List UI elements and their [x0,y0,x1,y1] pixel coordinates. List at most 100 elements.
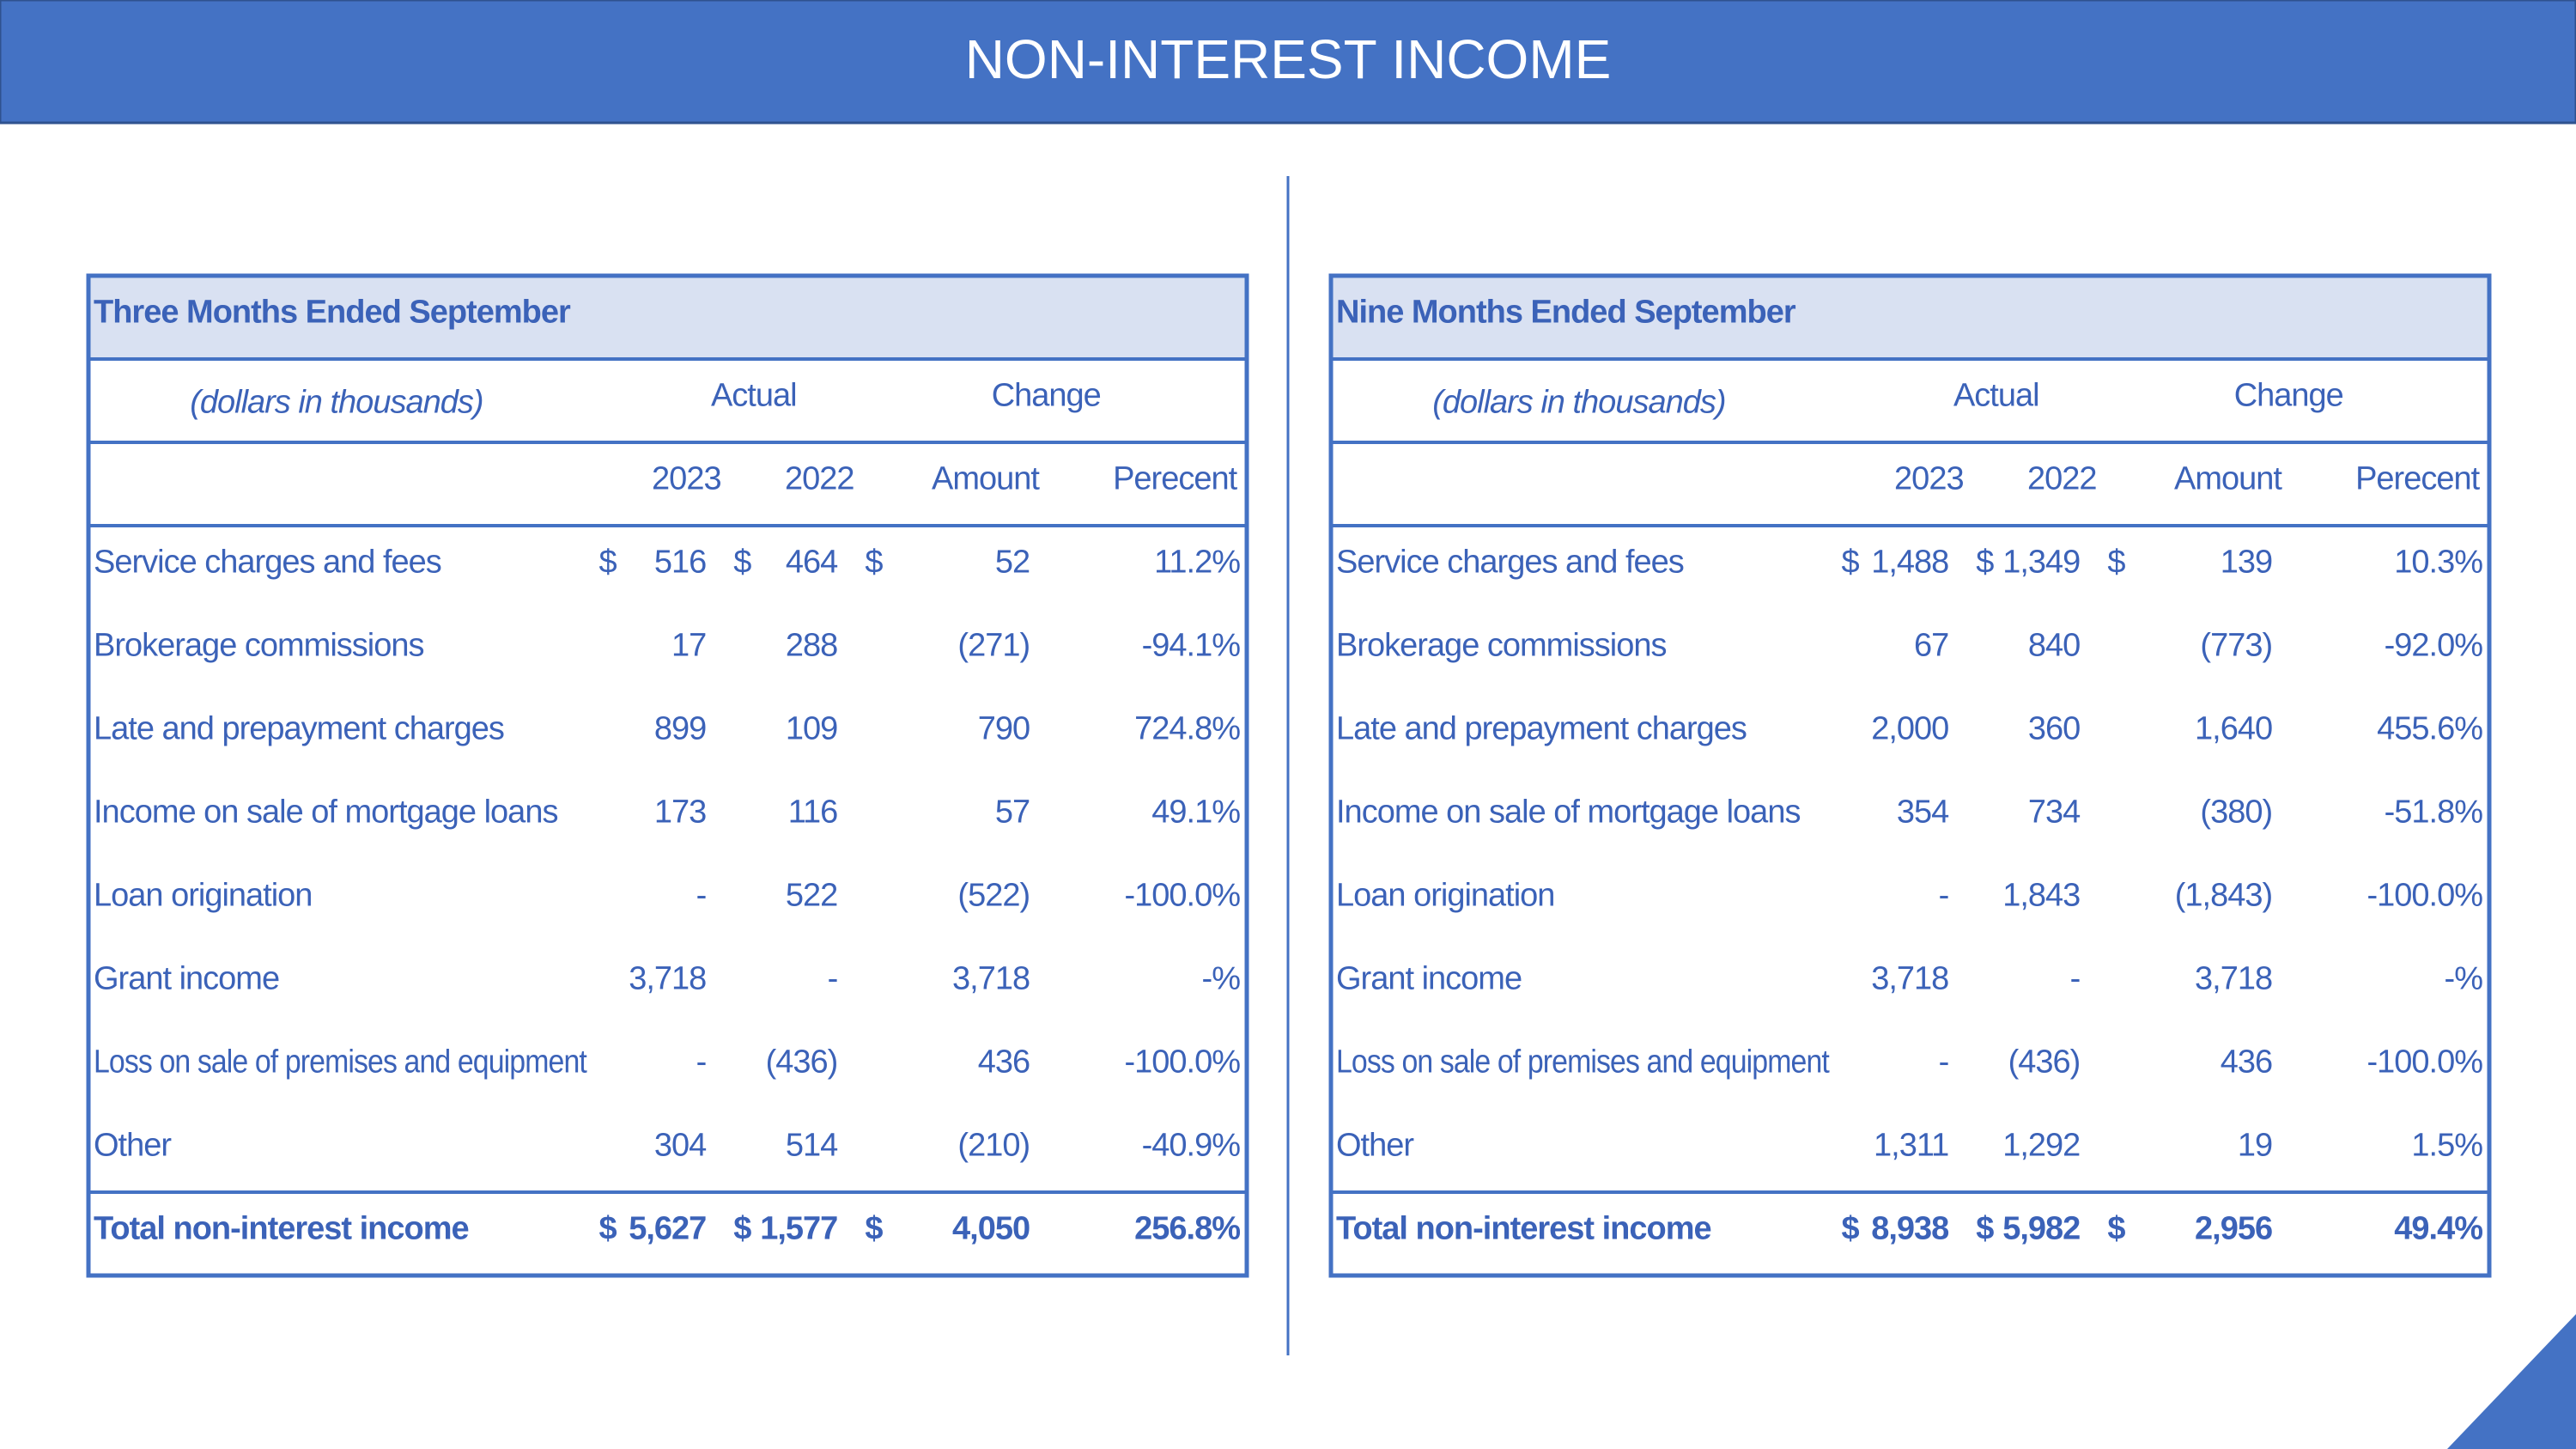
column-header: Amount [932,461,1040,497]
cell-value: (210) [957,1128,1030,1164]
cell-value: 304 [654,1128,707,1164]
row-label: Income on sale of mortgage loans [1336,795,1800,831]
title-bar [0,0,2576,125]
cell-value: 455.6% [2377,711,2482,747]
slide-title: NON-INTEREST INCOME [965,28,1612,90]
currency-sign: $ [2107,1211,2125,1247]
table-heading: Nine Months Ended September [1336,295,1796,331]
cell-value: 17 [671,628,706,664]
row-label: Late and prepayment charges [94,711,504,747]
cell-value: 3,718 [1871,961,1948,997]
cell-value: 1.5% [2411,1128,2482,1164]
cell-value: -100.0% [1124,1044,1240,1081]
cell-value: 516 [654,545,706,581]
cell-value: 3,718 [952,961,1030,997]
cell-value: 2,956 [2195,1211,2272,1247]
cell-value: (522) [957,878,1030,914]
cell-value: 464 [786,545,838,581]
cell-value: - [828,961,838,997]
cell-value: 256.8% [1134,1211,1240,1247]
group-header: Actual [711,378,797,414]
corner-triangle [2447,1314,2576,1449]
column-header: 2022 [2027,461,2097,497]
row-label: Late and prepayment charges [1336,711,1747,747]
row-label: Brokerage commissions [94,628,423,664]
cell-value: 734 [2028,795,2081,831]
cell-value: -94.1% [1142,628,1241,664]
table-border [86,273,1249,1278]
group-header: Change [2234,378,2343,414]
cell-value: -% [1202,961,1241,997]
row-label: Grant income [1336,961,1522,997]
currency-sign: $ [598,545,617,581]
cell-value: 1,640 [2195,711,2272,747]
row-label: Other [94,1128,172,1164]
cell-value: 8,938 [1871,1211,1948,1247]
row-label: Income on sale of mortgage loans [94,795,557,831]
cell-value: - [2070,961,2081,997]
total-label: Total non-interest income [1336,1211,1711,1247]
row-label: Loss on sale of premises and equipment [94,1044,587,1081]
cell-value: 899 [654,711,706,747]
cell-value: 3,718 [629,961,706,997]
cell-value: 3,718 [2195,961,2272,997]
cell-value: 1,311 [1874,1128,1948,1164]
cell-value: 52 [995,545,1030,581]
cell-value: - [1939,878,1949,914]
cell-value: 5,982 [2002,1211,2080,1247]
cell-value: (436) [2008,1044,2081,1081]
currency-sign: $ [865,1211,883,1247]
currency-sign: $ [1976,1211,1994,1247]
page-number: 25 [2469,1355,2500,1385]
cell-value: (380) [2200,795,2272,831]
cell-value: 57 [995,795,1030,831]
table-heading: Three Months Ended September [94,295,571,331]
cell-value: -100.0% [1124,878,1240,914]
cell-value: (1,843) [2175,878,2272,914]
cell-value: 724.8% [1134,711,1240,747]
column-header: 2022 [785,461,854,497]
cell-value: (271) [957,628,1030,664]
cell-value: 1,349 [2002,545,2080,581]
row-label: Service charges and fees [94,545,441,581]
cell-value: 360 [2028,711,2080,747]
cell-value: 116 [788,795,838,831]
cell-value: 1,292 [2002,1128,2080,1164]
units-note: (dollars in thousands) [190,385,483,421]
cell-value: 436 [2221,1044,2272,1081]
cell-value: -100.0% [2366,1044,2482,1081]
cell-value: 354 [1897,795,1949,831]
currency-sign: $ [598,1211,617,1247]
cell-value: -100.0% [2366,878,2482,914]
column-header: Perecent [2355,461,2481,497]
cell-value: 2,000 [1871,711,1948,747]
row-label: Service charges and fees [1336,545,1684,581]
cell-value: 4,050 [952,1211,1030,1247]
column-header: Perecent [1113,461,1238,497]
group-header: Change [992,378,1101,414]
cell-value: - [1939,1044,1949,1081]
cell-value: 11.2% [1154,545,1240,581]
currency-sign: $ [2107,545,2125,581]
table-border [1328,273,2492,1278]
table-heading-band [88,276,1247,359]
cell-value: - [696,878,707,914]
cell-value: 49.1% [1151,795,1240,831]
group-header: Actual [1953,378,2039,414]
cell-value: 790 [978,711,1030,747]
column-header: Amount [2174,461,2282,497]
cell-value: 10.3% [2394,545,2482,581]
cell-value: 288 [786,628,837,664]
currency-sign: $ [1841,1211,1859,1247]
column-header: 2023 [1894,461,1964,497]
total-label: Total non-interest income [94,1211,469,1247]
cell-value: 840 [2028,628,2080,664]
units-note: (dollars in thousands) [1432,385,1725,421]
cell-value: -% [2445,961,2483,997]
row-label: Loss on sale of premises and equipment [1336,1044,1830,1081]
cell-value: 67 [1914,628,1948,664]
cell-value: 139 [2221,545,2272,581]
cell-value: (773) [2200,628,2272,664]
currency-sign: $ [733,1211,751,1247]
table-heading-band [1331,276,2489,359]
